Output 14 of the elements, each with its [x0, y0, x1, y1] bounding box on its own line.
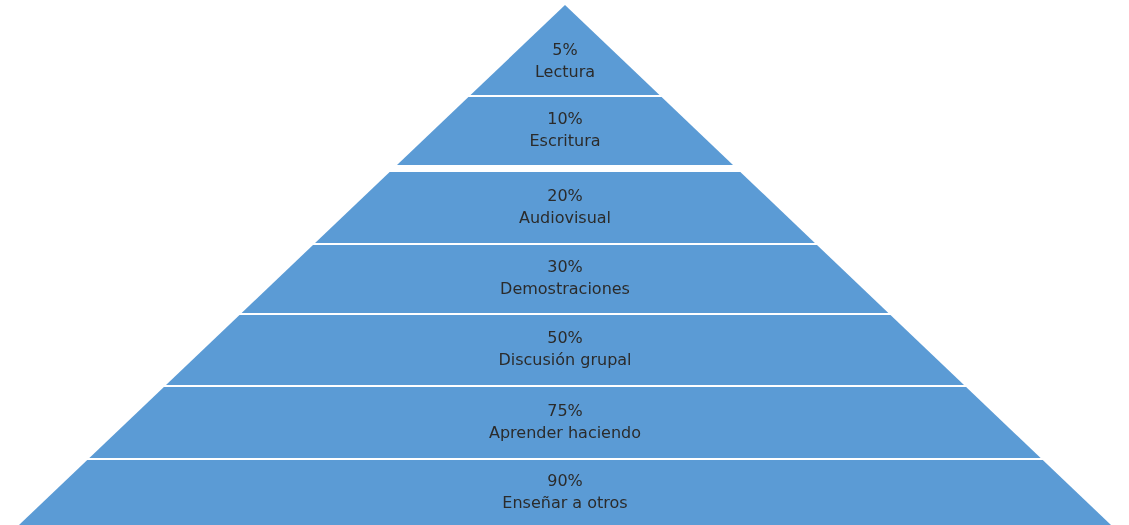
- category-label: Enseñar a otros: [502, 492, 628, 512]
- category-label: Lectura: [534, 62, 596, 82]
- data-label: 50%: [547, 328, 583, 348]
- category-label: Audiovisual: [518, 207, 612, 227]
- data-label: 20%: [547, 185, 583, 205]
- data-label: 10%: [547, 109, 583, 129]
- category-label: Escritura: [529, 131, 601, 151]
- data-label: 5%: [552, 40, 578, 60]
- data-label: 90%: [547, 470, 583, 490]
- category-label: Aprender haciendo: [488, 422, 642, 442]
- data-label: 30%: [547, 257, 583, 277]
- data-label: 75%: [547, 400, 583, 420]
- category-label: Discusión grupal: [498, 350, 632, 370]
- category-label: Demostraciones: [500, 279, 630, 299]
